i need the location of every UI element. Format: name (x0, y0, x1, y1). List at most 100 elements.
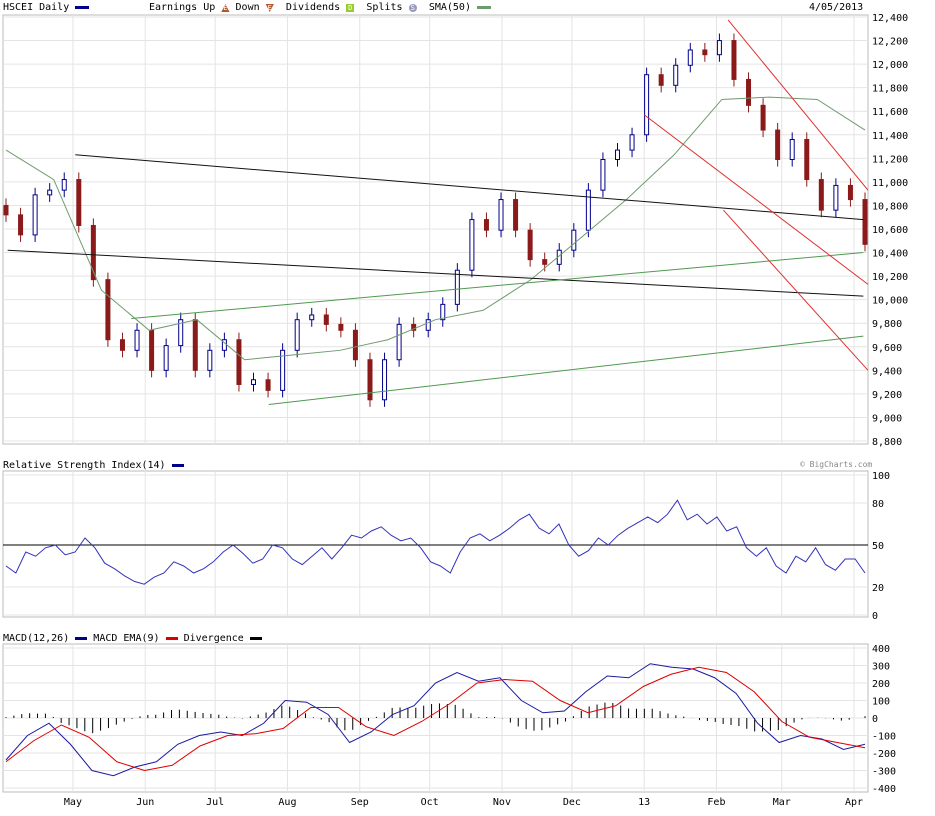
event-legend: Earnings Up E Down E Dividends D Splits … (149, 2, 492, 13)
candle-body (149, 329, 155, 371)
candle-body (352, 329, 358, 361)
trendline (131, 252, 864, 320)
rsi-title: Relative Strength Index(14) (3, 460, 166, 471)
candle-body (789, 138, 795, 161)
price-swatch (75, 5, 90, 9)
candle-body (47, 189, 53, 196)
candle-body (644, 74, 650, 136)
candle-body (294, 319, 300, 351)
candle-body (207, 349, 213, 371)
candle-body (469, 219, 475, 271)
candle-body (382, 359, 388, 401)
y-tick-label: -200 (872, 749, 896, 760)
candle-body (847, 184, 853, 201)
y-tick-label: 9,400 (872, 366, 902, 377)
macd-legend: MACD(12,26) MACD EMA(9) Divergence (3, 633, 262, 644)
y-tick-label: 9,800 (872, 319, 902, 330)
copyright: © BigCharts.com (800, 460, 873, 469)
y-tick-label: 300 (872, 662, 890, 673)
candle-body (775, 129, 781, 161)
x-tick-label: Nov (493, 797, 511, 808)
candle-body (134, 329, 140, 351)
ema-swatch (165, 636, 178, 640)
x-tick-label: Sep (351, 797, 369, 808)
candle-body (105, 279, 111, 341)
y-tick-label: 10,200 (872, 272, 908, 283)
candle-body (119, 339, 125, 351)
candle-body (862, 199, 868, 245)
y-tick-label: 0 (872, 611, 878, 622)
y-tick-label: 11,800 (872, 84, 908, 95)
x-tick-label: Mar (773, 797, 791, 808)
trendline (723, 209, 869, 371)
ema-label: MACD EMA(9) (93, 633, 160, 644)
divergence-swatch (249, 636, 262, 640)
split-icon: S (408, 4, 417, 12)
candle-body (411, 323, 417, 331)
price-legend: HSCEI Daily (3, 2, 90, 13)
y-tick-label: -400 (872, 784, 896, 795)
candle-body (454, 269, 460, 305)
candle-body (425, 319, 431, 331)
y-tick-label: 12,400 (872, 13, 908, 24)
macd-label: MACD(12,26) (3, 633, 70, 644)
candle-body (818, 179, 824, 211)
candle-body (309, 314, 315, 321)
trendline (75, 154, 864, 221)
y-tick-label: -300 (872, 767, 896, 778)
candle-body (585, 189, 591, 231)
y-tick-label: -100 (872, 732, 896, 743)
candle-body (3, 204, 9, 216)
y-tick-label: 10,000 (872, 296, 908, 307)
y-tick-label: 11,000 (872, 178, 908, 189)
candle-body (833, 184, 839, 211)
earnings-label: Earnings (149, 2, 198, 13)
sma-label: SMA(50) (428, 2, 471, 13)
candle-body (673, 64, 679, 86)
candle-body (542, 259, 548, 265)
candle-body (483, 219, 489, 231)
y-tick-label: 11,400 (872, 131, 908, 142)
candle-body (396, 323, 402, 361)
candle-body (323, 314, 329, 325)
rsi-swatch (171, 463, 184, 467)
symbol-label: HSCEI Daily (3, 2, 70, 13)
y-tick-label: 100 (872, 471, 890, 482)
macd-swatch (75, 636, 88, 640)
y-tick-label: 400 (872, 644, 890, 655)
candle-body (614, 149, 620, 161)
y-tick-label: 8,800 (872, 437, 902, 448)
x-tick-label: Feb (707, 797, 725, 808)
y-tick-label: 9,600 (872, 343, 902, 354)
y-tick-label: 50 (872, 541, 884, 552)
candle-body (192, 319, 198, 371)
candle-body (571, 229, 577, 251)
x-tick-label: May (64, 797, 82, 808)
candle-body (804, 138, 810, 181)
y-tick-label: 12,200 (872, 37, 908, 48)
earnings-up-icon: E (221, 4, 230, 12)
rsi-legend: Relative Strength Index(14) (3, 460, 184, 471)
sma-swatch (477, 5, 492, 9)
candle-body (236, 339, 242, 385)
earnings-up-label: Up (203, 2, 216, 13)
x-tick-label: Dec (563, 797, 581, 808)
candle-body (280, 349, 286, 391)
y-tick-label: 200 (872, 679, 890, 690)
candle-body (513, 199, 519, 231)
candle-body (251, 379, 257, 385)
y-tick-label: 10,800 (872, 201, 908, 212)
x-tick-label: Jul (206, 797, 224, 808)
candle-body (338, 323, 344, 331)
candle-body (746, 78, 752, 106)
y-tick-label: 12,000 (872, 60, 908, 71)
candle-body (178, 319, 184, 347)
x-tick-label: Oct (421, 797, 439, 808)
candle-body (731, 40, 737, 80)
candle-body (61, 179, 67, 191)
y-tick-label: 10,600 (872, 225, 908, 236)
x-tick-label: Jun (136, 797, 154, 808)
y-tick-label: 10,400 (872, 249, 908, 260)
candle-body (440, 303, 446, 321)
